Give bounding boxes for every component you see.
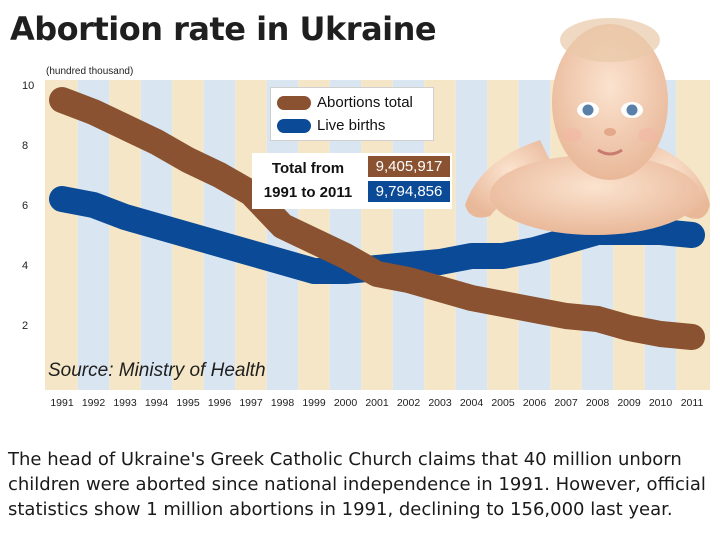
- x-tick-label: 2006: [523, 397, 547, 409]
- x-tick-label: 2010: [649, 397, 673, 409]
- x-tick-label: 1999: [302, 397, 326, 409]
- totals-box: Total from 1991 to 2011 9,405,917 9,794,…: [252, 153, 452, 209]
- totals-label: Total from 1991 to 2011: [263, 160, 353, 201]
- y-tick-label: 8: [22, 140, 28, 152]
- legend-label-abortions: Abortions total: [317, 94, 413, 111]
- x-tick-label: 2011: [681, 397, 704, 409]
- y-tick-label: 10: [22, 80, 34, 92]
- stripe: [77, 80, 110, 390]
- caption-text: The head of Ukraine's Greek Catholic Chu…: [8, 449, 706, 520]
- stripe: [235, 80, 267, 390]
- x-tick-label: 1994: [145, 397, 169, 409]
- x-tick-label: 2009: [617, 397, 641, 409]
- chart-title: Abortion rate in Ukraine: [10, 10, 437, 48]
- x-axis-ticks: 1991 1992 1993 1994 1995 1996 1997 1998 1999 2000…: [50, 397, 703, 409]
- x-tick-label: 1992: [82, 397, 106, 409]
- x-tick-label: 1995: [176, 397, 200, 409]
- stripe: [45, 80, 78, 390]
- x-tick-label: 2001: [365, 397, 389, 409]
- total-births-value: 9,794,856: [368, 181, 450, 202]
- legend-swatch-births: [277, 119, 311, 133]
- x-tick-label: 1996: [208, 397, 232, 409]
- x-tick-label: 2004: [460, 397, 484, 409]
- x-tick-label: 1998: [271, 397, 295, 409]
- legend-swatch-abortions: [277, 96, 311, 110]
- baby-photo: [460, 10, 718, 236]
- total-abortions-value: 9,405,917: [368, 156, 450, 177]
- stripe: [487, 80, 519, 390]
- y-tick-label: 6: [22, 200, 28, 212]
- x-tick-label: 2007: [554, 397, 578, 409]
- x-tick-label: 2002: [397, 397, 421, 409]
- series-lines: [49, 87, 705, 350]
- x-tick-label: 1991: [50, 397, 74, 409]
- x-tick-label: 2008: [586, 397, 610, 409]
- x-tick-label: 2000: [334, 397, 358, 409]
- x-tick-label: 1997: [239, 397, 263, 409]
- y-tick-label: 4: [22, 260, 28, 272]
- chart-legend: Abortions total Live births: [270, 87, 434, 141]
- source-note: Source: Ministry of Health: [48, 360, 266, 381]
- x-tick-label: 2005: [491, 397, 515, 409]
- stripe: [455, 80, 488, 390]
- y-axis-ticks: 10 8 6 4 2: [22, 80, 34, 332]
- y-tick-label: 2: [22, 320, 28, 332]
- legend-label-births: Live births: [317, 117, 386, 134]
- x-tick-label: 1993: [113, 397, 137, 409]
- series-line-abortions: [49, 87, 705, 350]
- x-tick-label: 2003: [428, 397, 452, 409]
- y-axis-unit-label: (hundred thousand): [46, 66, 134, 77]
